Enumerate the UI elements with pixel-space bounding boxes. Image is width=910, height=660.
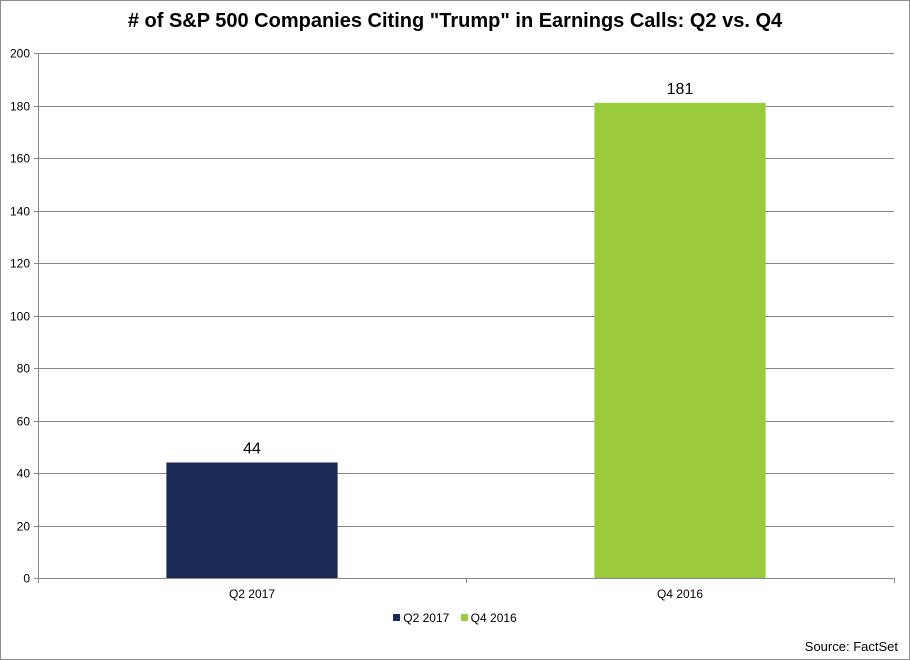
y-tick-label: 20	[17, 520, 31, 534]
y-tick-label: 100	[10, 310, 30, 324]
y-tick-label: 60	[17, 415, 31, 429]
x-tick-label: Q2 2017	[229, 587, 275, 601]
data-label: 181	[667, 81, 694, 98]
y-tick-label: 140	[10, 205, 30, 219]
legend-label: Q4 2016	[470, 610, 517, 625]
x-tick-label: Q4 2016	[657, 587, 703, 601]
chart-title: # of S&P 500 Companies Citing "Trump" in…	[127, 10, 783, 32]
y-tick-label: 40	[17, 467, 31, 481]
legend: Q2 2017 Q4 2016	[0, 610, 910, 625]
bars	[166, 102, 766, 578]
bar-q2-2017	[166, 462, 338, 578]
data-label: 44	[243, 441, 261, 458]
labels: 0 20 40 60 80 100 120 140 160 180 200 44 Q2 2017 181 Q…	[10, 47, 703, 602]
y-tick-label: 120	[10, 257, 30, 271]
legend-swatch	[393, 614, 401, 621]
y-tick-label: 160	[10, 152, 30, 166]
y-tick-label: 200	[10, 47, 30, 61]
y-tick-label: 180	[10, 100, 30, 114]
legend-item-q4-2016: Q4 2016	[460, 610, 517, 625]
legend-label: Q2 2017	[403, 610, 450, 625]
legend-swatch	[460, 614, 468, 621]
legend-item-q2-2017: Q2 2017	[393, 611, 449, 625]
axes	[34, 53, 895, 583]
y-tick-label: 80	[17, 362, 31, 376]
source-note: Source: FactSet	[804, 639, 898, 654]
y-tick-label: 0	[23, 572, 30, 586]
bar-q4-2016	[594, 102, 766, 578]
